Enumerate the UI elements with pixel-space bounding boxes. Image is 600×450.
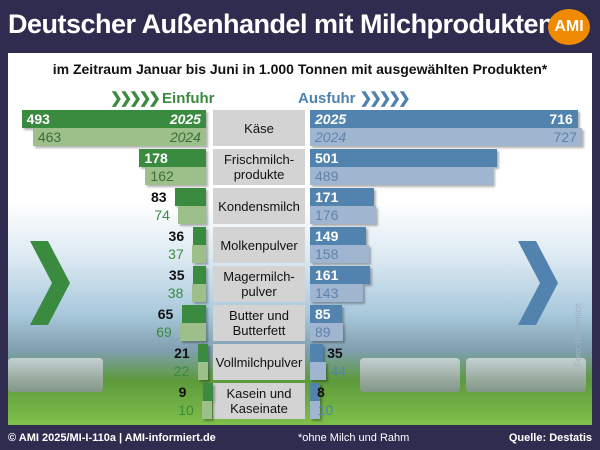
value-label: 37 xyxy=(168,246,184,262)
import-bar-2024 xyxy=(197,362,208,380)
category-label: Magermilch-pulver xyxy=(213,266,305,302)
value-label: 171 xyxy=(315,189,339,205)
export-bar-2025 xyxy=(310,344,324,362)
export-bar-2025: 85 xyxy=(310,305,342,323)
export-bar-2025: 161 xyxy=(310,266,371,284)
value-label: 21 xyxy=(174,345,190,361)
value-label: 74 xyxy=(154,207,170,223)
year-label: 2025 xyxy=(169,111,201,127)
footnote: *ohne Milch und Rahm xyxy=(298,432,410,444)
year-label: 2025 xyxy=(315,111,347,127)
import-bar-2025: 493 2025 xyxy=(21,110,206,128)
truck-image xyxy=(466,358,586,392)
value-label: 489 xyxy=(315,168,339,184)
copyright: © AMI 2025/MI-I-110a | AMI-informiert.de xyxy=(8,432,216,444)
value-label: 85 xyxy=(315,306,331,322)
truck-image xyxy=(8,358,103,392)
value-label: 716 xyxy=(549,111,573,127)
value-label: 8 xyxy=(317,384,325,400)
export-bar-2024 xyxy=(310,362,327,380)
value-label: 22 xyxy=(173,363,190,379)
source: Quelle: Destatis xyxy=(508,432,592,444)
import-arrow-icon xyxy=(30,241,70,325)
chart-subtitle: im Zeitraum Januar bis Juni in 1.000 Ton… xyxy=(52,61,548,77)
import-bar-2024: 463 2024 xyxy=(32,128,206,146)
value-label: 38 xyxy=(167,285,184,301)
import-bar-2025 xyxy=(192,227,206,245)
import-bar-2024 xyxy=(192,245,206,263)
import-bar-2024: 162 xyxy=(145,167,206,185)
value-label: 501 xyxy=(315,150,339,166)
import-header: ❯❯❯❯❯ Einfuhr xyxy=(110,89,215,107)
export-bar-2024: 2024 727 xyxy=(310,128,582,146)
import-bar-2024 xyxy=(180,323,206,341)
export-bar-2024: 176 xyxy=(310,206,376,224)
chart-title: Deutscher Außenhandel mit Milchprodukten xyxy=(8,9,555,39)
value-label: 10 xyxy=(178,402,194,418)
value-label: 69 xyxy=(156,324,172,340)
category-label: Kasein und Kaseinate xyxy=(213,383,305,419)
value-label: 176 xyxy=(315,207,339,223)
category-label: Kondensmilch xyxy=(213,188,305,224)
export-bar-2025: 149 xyxy=(310,227,366,245)
value-label: 35 xyxy=(168,267,185,283)
value-label: 65 xyxy=(157,306,174,322)
value-label: 149 xyxy=(315,228,339,244)
value-label: 35 xyxy=(327,345,343,361)
category-label: Butter und Butterfett xyxy=(213,305,305,341)
import-bar-2025 xyxy=(192,266,206,284)
value-label: 727 xyxy=(553,129,577,145)
export-bar-2024: 143 xyxy=(310,284,364,302)
export-arrow-icon xyxy=(518,241,558,325)
category-label: Käse xyxy=(213,110,305,146)
chevrons-icon: ❯❯❯❯❯ xyxy=(359,90,411,107)
import-bar-2025 xyxy=(174,188,206,206)
year-label: 2024 xyxy=(315,129,347,145)
value-label: 463 xyxy=(37,129,62,145)
import-bar-2025 xyxy=(202,383,213,401)
export-bar-2024: 89 xyxy=(310,323,344,341)
photo-credit: Foto: Nordmilch xyxy=(573,303,583,367)
import-bar-2025 xyxy=(198,344,209,362)
export-label: Ausfuhr xyxy=(298,90,356,107)
value-label: 161 xyxy=(315,267,339,283)
value-label: 9 xyxy=(178,384,187,400)
export-bar-2024: 158 xyxy=(310,245,370,263)
value-label: 10 xyxy=(317,402,334,418)
category-label: Vollmilchpulver xyxy=(213,344,305,380)
value-label: 158 xyxy=(315,246,339,262)
export-bar-2024: 489 xyxy=(310,167,493,185)
value-label: 162 xyxy=(150,168,174,184)
value-label: 83 xyxy=(150,189,167,205)
ami-logo: AMI xyxy=(548,9,590,45)
truck-image xyxy=(360,358,460,392)
chevrons-icon: ❯❯❯❯❯ xyxy=(110,90,161,107)
value-label: 178 xyxy=(144,150,168,166)
export-header: Ausfuhr ❯❯❯❯❯ xyxy=(298,89,411,107)
value-label: 36 xyxy=(168,228,185,244)
import-bar-2024 xyxy=(191,284,206,302)
value-label: 44 xyxy=(330,363,347,379)
value-label: 143 xyxy=(315,285,339,301)
import-bar-2024 xyxy=(202,401,213,419)
import-bar-2024 xyxy=(178,206,206,224)
export-bar-2025 xyxy=(310,383,320,401)
export-bar-2025: 171 xyxy=(310,188,374,206)
import-bar-2025 xyxy=(181,305,206,323)
import-bar-2025: 178 xyxy=(139,149,206,167)
value-label: 493 xyxy=(26,111,50,127)
category-label: Frischmilch-produkte xyxy=(213,149,305,185)
year-label: 2024 xyxy=(169,129,201,145)
chart-panel: Foto: Nordmilch im Zeitraum Januar bis J… xyxy=(8,53,592,425)
export-bar-2024 xyxy=(310,401,320,419)
category-label: Molkenpulver xyxy=(213,227,305,263)
export-bar-2025: 501 xyxy=(310,149,498,167)
export-bar-2025: 2025 716 xyxy=(310,110,578,128)
value-label: 89 xyxy=(315,324,331,340)
import-label: Einfuhr xyxy=(162,90,215,107)
